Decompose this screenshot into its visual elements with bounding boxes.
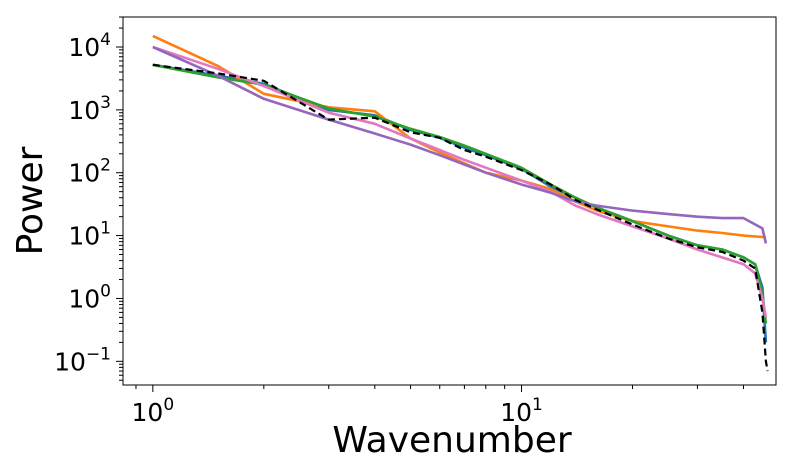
y-axis-label: Power bbox=[10, 146, 51, 255]
y-tick-label: 100 bbox=[68, 281, 111, 313]
x-tick-label: 100 bbox=[132, 395, 175, 427]
series-purple-line bbox=[152, 45, 768, 244]
series-layer bbox=[152, 34, 769, 372]
x-tick-label: 101 bbox=[500, 395, 543, 427]
y-tick-label: 10−1 bbox=[54, 344, 111, 376]
plot-frame bbox=[122, 16, 777, 386]
y-tick-label: 101 bbox=[68, 219, 111, 251]
y-axis-ticks: 10−1 100 101 102 103 104 bbox=[54, 16, 123, 381]
series-black-dashed-line bbox=[152, 63, 769, 372]
y-tick-label: 103 bbox=[68, 93, 111, 125]
y-tick-label: 104 bbox=[68, 30, 111, 62]
x-axis-ticks: 100 101 bbox=[132, 385, 745, 427]
x-axis-label: Wavenumber bbox=[332, 420, 572, 461]
y-tick-label: 102 bbox=[68, 156, 111, 188]
